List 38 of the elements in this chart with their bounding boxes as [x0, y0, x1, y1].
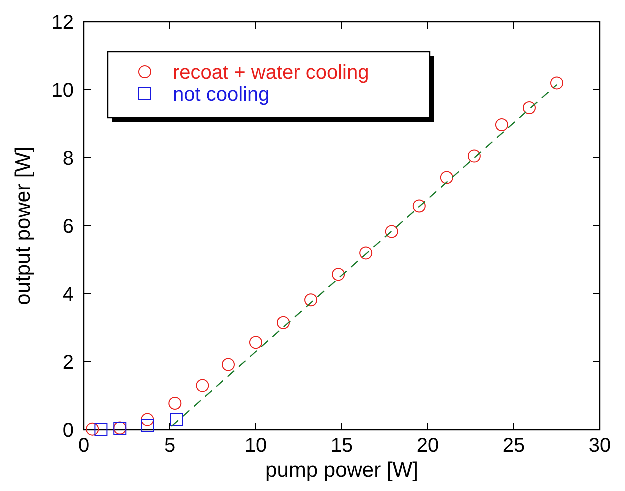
x-tick-label: 25	[502, 435, 526, 457]
point	[141, 419, 154, 432]
point	[170, 413, 184, 426]
y-tick-label: 8	[62, 148, 74, 170]
point	[522, 102, 536, 115]
y-tick-label: 12	[52, 12, 74, 34]
point	[94, 424, 108, 436]
x-tick-label: 30	[588, 435, 612, 457]
point	[360, 246, 373, 260]
x-tick-label: 15	[330, 435, 354, 457]
point	[495, 118, 508, 132]
y-axis-title: output power [W]	[12, 146, 35, 306]
point	[304, 294, 318, 307]
point	[86, 422, 100, 436]
point	[468, 150, 481, 163]
legend-label: not cooling	[173, 84, 270, 106]
point	[141, 413, 154, 426]
legend-label: recoat + water cooling	[173, 62, 370, 84]
point	[385, 225, 398, 238]
point	[222, 358, 235, 372]
x-axis-title: pump power [W]	[266, 459, 418, 482]
x-tick-label: 10	[244, 435, 268, 457]
point	[168, 396, 182, 410]
point	[250, 336, 262, 350]
x-tick-label: 0	[78, 435, 90, 457]
y-tick-label: 6	[62, 216, 74, 238]
y-tick-label: 10	[52, 80, 74, 102]
y-tick-label: 4	[62, 284, 74, 306]
point	[412, 200, 426, 213]
point	[277, 316, 290, 330]
point	[196, 379, 210, 392]
x-tick-label: 20	[416, 435, 440, 457]
point	[550, 76, 564, 90]
x-tick-label: 5	[164, 435, 176, 457]
point	[332, 268, 346, 282]
y-tick-label: 2	[62, 352, 74, 374]
point	[440, 171, 454, 184]
y-tick-label: 0	[62, 420, 74, 442]
